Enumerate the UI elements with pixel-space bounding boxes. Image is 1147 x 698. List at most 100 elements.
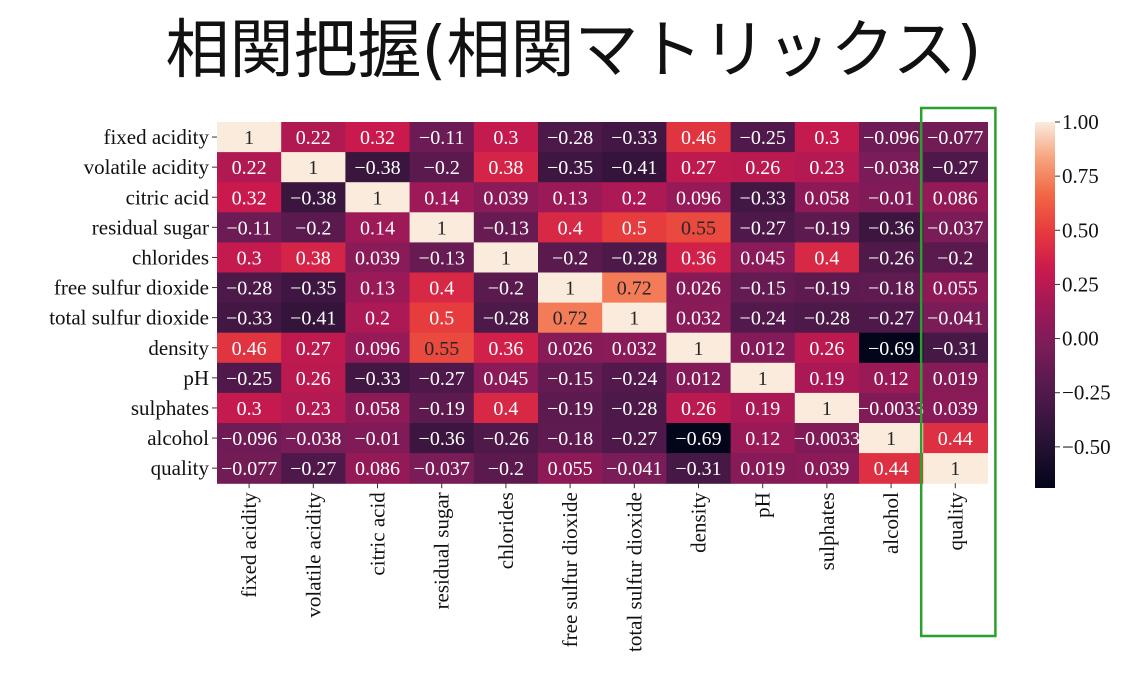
heatmap-cell	[281, 212, 346, 243]
cell-value-label: −0.15	[740, 278, 786, 300]
heatmap-cell	[666, 242, 732, 274]
colorbar-tick-label: 0.75	[1062, 164, 1099, 188]
x-tick-label: free sulfur dioxide	[558, 492, 582, 647]
cell-value-label: −0.26	[868, 247, 914, 269]
heatmap-cell	[473, 272, 539, 304]
cell-value-label: 0.039	[483, 187, 528, 209]
cell-value-label: 0.096	[676, 187, 721, 209]
cell-value-label: −0.15	[547, 368, 593, 390]
cell-value-label: 0.13	[553, 187, 588, 209]
cell-value-label: 0.26	[809, 338, 844, 360]
y-tick-label: residual sugar	[92, 215, 209, 239]
heatmap-cell	[473, 392, 539, 424]
cell-value-label: 0.13	[360, 278, 395, 300]
heatmap-cell	[345, 122, 411, 153]
cell-value-label: 0.46	[232, 338, 267, 360]
cell-value-label: −0.18	[868, 278, 914, 300]
heatmap-cell	[538, 122, 603, 153]
heatmap-cell	[538, 332, 603, 364]
cell-value-label: −0.038	[285, 428, 341, 450]
cell-value-label: 0.36	[681, 247, 716, 269]
heatmap-cell	[538, 362, 603, 394]
cell-value-label: 0.019	[933, 368, 978, 390]
cell-value-label: −0.28	[226, 278, 272, 300]
colorbar-tick-label: −0.25	[1062, 381, 1111, 405]
heatmap-cell	[473, 242, 539, 274]
cell-value-label: 0.44	[874, 458, 909, 480]
heatmap-cell	[859, 423, 924, 454]
cell-value-label: 0.32	[232, 187, 267, 209]
heatmap-cell	[345, 242, 411, 274]
cell-value-label: −0.41	[611, 157, 657, 179]
heatmap-cell	[281, 332, 346, 364]
cell-value-label: −0.27	[611, 428, 657, 450]
heatmap-cell	[538, 182, 603, 213]
heatmap-cell	[730, 453, 796, 484]
cell-value-label: −0.33	[611, 127, 657, 149]
highlight-box-quality	[919, 106, 997, 638]
cell-value-label: 0.27	[296, 338, 331, 360]
cell-value-label: 0.096	[355, 338, 400, 360]
cell-value-label: 1	[758, 368, 768, 390]
cell-value-label: −0.31	[932, 338, 978, 360]
cell-value-label: −0.27	[290, 458, 336, 480]
x-axis-labels: fixed acidity volatile acidity citric acid…	[237, 483, 967, 652]
heatmap-cell	[538, 453, 603, 484]
cell-value-label: 0.032	[676, 308, 721, 330]
cell-value-label: 0.14	[360, 217, 395, 239]
cell-value-label: 0.045	[483, 368, 528, 390]
cell-value-label: −0.2	[424, 157, 460, 179]
heatmap-cell	[859, 152, 924, 183]
heatmap-cell	[859, 122, 924, 153]
heatmap-cell	[538, 392, 603, 424]
heatmap-cell	[794, 242, 860, 274]
cell-value-label: −0.2	[937, 247, 973, 269]
heatmap-cell	[217, 212, 282, 243]
cell-value-label: −0.69	[675, 428, 721, 450]
heatmap-cell	[217, 122, 282, 153]
y-tick-label: quality	[151, 456, 210, 480]
cell-value-label: −0.25	[740, 127, 786, 149]
heatmap-cell	[217, 152, 282, 183]
cell-value-label: 1	[886, 428, 896, 450]
cell-value-label: −0.13	[483, 217, 529, 239]
heatmap-cell	[281, 453, 346, 484]
heatmap-cell	[473, 423, 539, 454]
cell-value-label: −0.19	[804, 217, 850, 239]
heatmap-cell	[345, 453, 411, 484]
y-tick-label: alcohol	[147, 426, 209, 450]
cell-value-label: −0.2	[295, 217, 331, 239]
heatmap-cell	[602, 392, 667, 424]
cell-value-label: 0.4	[558, 217, 583, 239]
y-tick-label: free sulfur dioxide	[54, 276, 209, 300]
heatmap-cell	[602, 302, 667, 334]
heatmap-cell	[666, 453, 732, 484]
heatmap-cell	[345, 182, 411, 213]
heatmap-cell	[859, 453, 924, 484]
cell-value-label: 0.086	[933, 187, 978, 209]
cell-value-label: 0.2	[365, 308, 390, 330]
cell-value-label: 0.039	[933, 398, 978, 420]
cell-value-label: 0.012	[676, 368, 721, 390]
cell-value-label: −0.27	[740, 217, 786, 239]
cell-value-label: −0.0033	[858, 398, 924, 420]
cell-value-label: −0.2	[488, 458, 524, 480]
cell-value-label: −0.01	[868, 187, 914, 209]
cell-value-label: 0.46	[681, 127, 716, 149]
heatmap-cell	[794, 182, 860, 213]
cell-value-label: −0.24	[740, 308, 786, 330]
heatmap-cell	[730, 182, 796, 213]
heatmap-cell	[794, 392, 860, 424]
heatmap-cell	[217, 392, 282, 424]
colorbar-tick-label: 1.00	[1062, 110, 1099, 134]
heatmap-cell	[923, 272, 988, 304]
colorbar: 1.00 0.75 0.50 0.25 0.00 −0.25 −0.50	[1035, 110, 1111, 488]
cell-value-label: −0.24	[611, 368, 657, 390]
cell-value-label: −0.038	[863, 157, 919, 179]
cell-value-label: 1	[308, 157, 318, 179]
heatmap-cell	[666, 362, 732, 394]
heatmap-cell	[794, 332, 860, 364]
heatmap-cell	[859, 302, 924, 334]
heatmap-cell	[859, 212, 924, 243]
